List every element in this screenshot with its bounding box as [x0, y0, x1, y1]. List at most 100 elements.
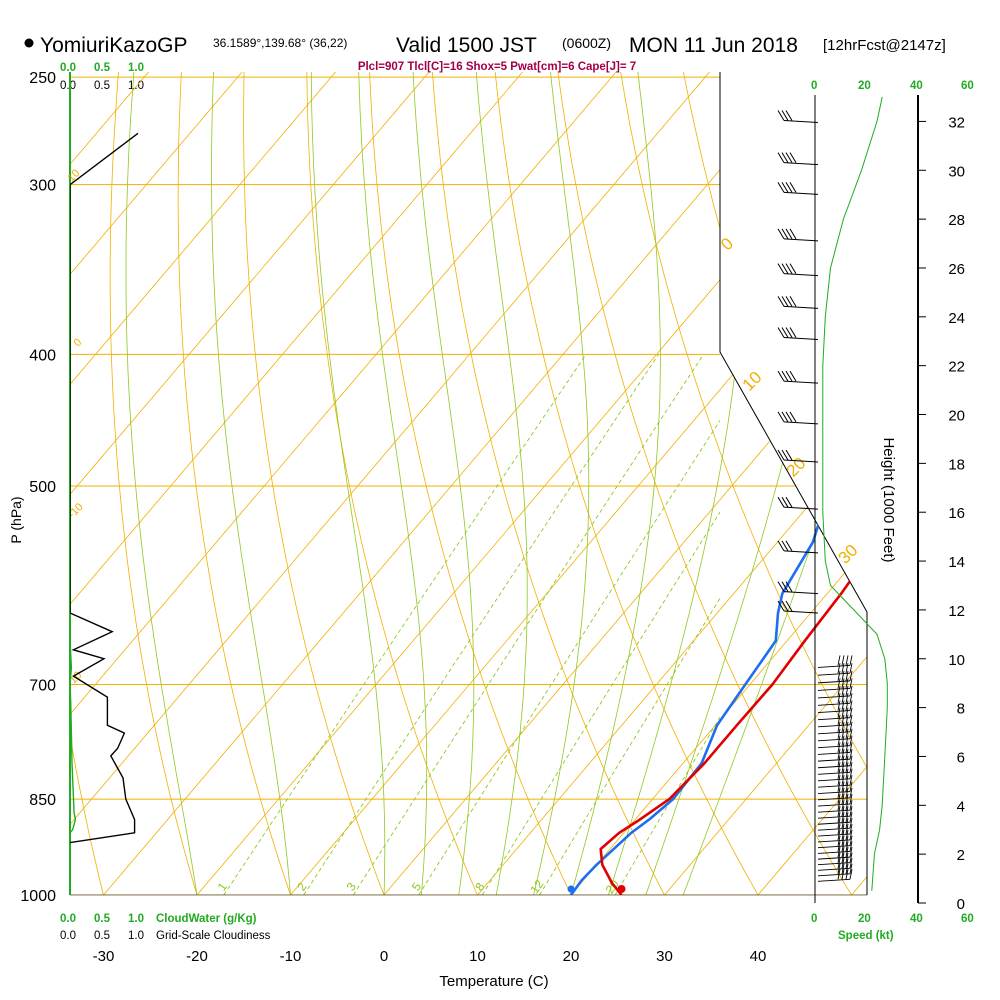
wind-barb-feather — [849, 869, 853, 880]
wind-barb — [817, 787, 853, 801]
speed-tick-label: 40 — [910, 80, 923, 92]
wind-barb — [817, 824, 853, 837]
wind-barb-feather — [837, 863, 841, 874]
mixing-ratio-label: 5 — [409, 880, 424, 894]
dry-adiabat-line — [306, 72, 491, 895]
wind-barb-feather — [789, 370, 797, 382]
wind-barb-feather — [837, 714, 841, 725]
wind-barb — [817, 742, 853, 755]
mixing-ratio-line — [418, 419, 720, 895]
wind-barb-feather — [781, 228, 789, 240]
wind-barb-feather — [849, 749, 853, 760]
isotherm-line — [477, 72, 867, 895]
wind-barb-feather — [781, 110, 789, 121]
wind-barb-feather — [837, 835, 841, 846]
top-cloudwater-scale: 0.0 0.5 1.0 — [60, 62, 144, 74]
wind-barb-feather — [845, 806, 849, 817]
cloudiness-tick-label: 0.5 — [94, 80, 110, 92]
wind-barb-staff — [817, 758, 851, 762]
wind-barb-feather — [845, 800, 849, 811]
mixing-ratio-line — [303, 354, 659, 895]
wind-barb-feather — [789, 182, 797, 193]
wind-barb-feather — [837, 818, 841, 829]
mixing-ratio-label: 1 — [215, 880, 230, 894]
temperature-tick-label: -20 — [186, 948, 208, 965]
height-tick-label: 24 — [948, 310, 965, 327]
wind-barb-feather — [777, 296, 785, 307]
wind-barb-feather — [845, 700, 849, 711]
mixing-ratio-label: 3 — [344, 880, 359, 894]
wind-barb-feather — [845, 835, 849, 846]
wind-barb — [817, 678, 853, 691]
isotherm-line — [383, 72, 867, 895]
wind-barb-feather — [841, 678, 845, 689]
wind-barb-feather — [841, 818, 845, 829]
wind-barb-feather — [837, 775, 841, 786]
wind-barb-feather — [837, 670, 841, 681]
wind-barb-feather — [841, 835, 845, 846]
wind-barb-feather — [785, 263, 793, 274]
isotherm-line — [103, 72, 831, 895]
wind-barb-staff — [817, 765, 851, 769]
wind-barb-feather — [845, 721, 849, 732]
wind-barb-feather — [781, 152, 789, 163]
wind-barb-feather — [781, 496, 789, 508]
wind-barb-feather — [837, 685, 841, 696]
wind-barb-feather — [845, 793, 849, 805]
wind-barb-feather — [849, 700, 853, 711]
pressure-tick-label: 1000 — [20, 888, 56, 905]
wind-barb-feather — [841, 670, 845, 681]
cloudwater-profile — [70, 77, 77, 895]
wind-barb-staff — [817, 672, 851, 676]
speed-tick-label: 20 — [858, 80, 871, 92]
wind-barb-feather — [837, 768, 841, 779]
wind-barb-feather — [837, 787, 841, 798]
wind-barb-feather — [777, 182, 785, 193]
wind-barb-feather — [849, 858, 853, 869]
plot-frame — [719, 72, 868, 895]
wind-barb-feather — [845, 858, 849, 869]
wind-barb-feather — [849, 847, 853, 858]
wind-barb — [817, 735, 853, 749]
wind-barb — [777, 327, 819, 340]
wind-barb-feather — [837, 678, 841, 689]
isotherm-line — [70, 72, 364, 895]
isotherm-line — [70, 72, 644, 895]
wind-barb-staff — [817, 803, 851, 807]
dry-adiabat-line — [929, 53, 1000, 924]
mixing-ratio-line — [539, 597, 720, 895]
isotherm-line — [570, 72, 867, 895]
wind-barb-staff — [817, 873, 851, 877]
wind-barb-feather — [837, 755, 841, 766]
dry-adiabat-line — [679, 72, 867, 895]
moist-adiabat-line — [357, 72, 428, 895]
dry-adiabat-line — [492, 72, 775, 895]
wind-barb-staff — [817, 702, 851, 706]
wind-barb-feather — [777, 228, 785, 240]
speed-tick-label: 0 — [811, 913, 817, 925]
wind-barb-feather — [841, 775, 845, 786]
wind-barb-feather — [781, 370, 789, 382]
wind-barb-feather — [841, 755, 845, 766]
wind-barb — [817, 781, 853, 794]
cloudwater-axis-label: CloudWater (g/Kg) — [156, 913, 257, 925]
wind-barb-feather — [849, 793, 853, 805]
wind-barb-staff — [783, 506, 819, 510]
wind-barb-feather — [845, 852, 849, 863]
height-tick-label: 26 — [948, 261, 965, 278]
wind-barb-feather — [849, 721, 853, 732]
wind-barb-staff — [783, 336, 819, 340]
adiabat-label: 0 — [71, 336, 84, 349]
wind-barb-staff — [817, 791, 851, 794]
wind-barb-feather — [849, 728, 853, 739]
temperature-tick-label: 10 — [469, 948, 486, 965]
wind-barb-feather — [837, 749, 841, 760]
wind-barb — [817, 858, 853, 871]
moist-adiabat-line — [474, 72, 528, 895]
wind-barb-feather — [837, 841, 841, 852]
wind-barb-feather — [841, 841, 845, 852]
wind-barb — [817, 800, 853, 813]
temperature-tick-label: 20 — [563, 948, 580, 965]
wind-barb-feather — [841, 869, 845, 880]
